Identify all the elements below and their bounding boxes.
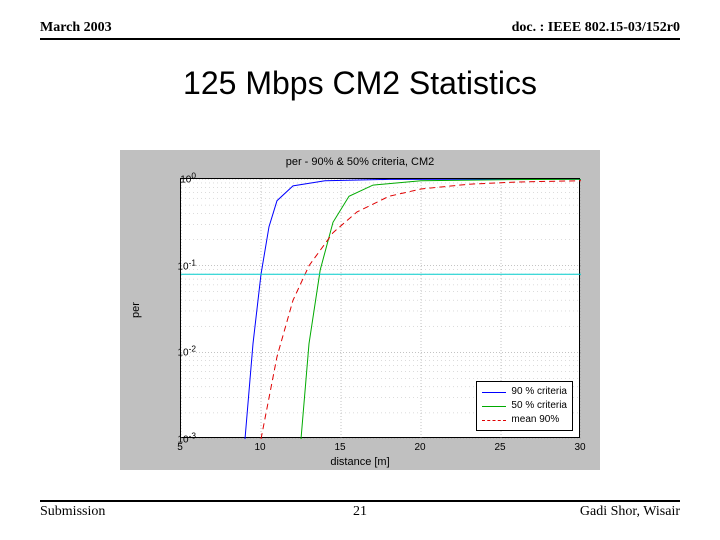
chart-legend: 90 % criteria50 % criteriamean 90%	[476, 381, 573, 431]
ytick-label: 10-1	[177, 257, 196, 272]
legend-label: 50 % criteria	[511, 399, 567, 413]
header-docnum: doc. : IEEE 802.15-03/152r0	[512, 20, 680, 36]
ytick-label: 100	[180, 170, 196, 185]
header-date: March 2003	[40, 20, 112, 36]
chart-xlabel: distance [m]	[120, 456, 600, 468]
plot-area: 90 % criteria50 % criteriamean 90%	[180, 178, 580, 438]
chart: per - 90% & 50% criteria, CM2 per distan…	[120, 150, 600, 470]
footer-pagenum: 21	[353, 504, 367, 520]
legend-item: mean 90%	[482, 413, 567, 427]
legend-label: mean 90%	[511, 413, 559, 427]
legend-label: 90 % criteria	[511, 385, 567, 399]
ytick-label: 10-2	[177, 344, 196, 359]
legend-swatch	[482, 392, 506, 393]
xtick-label: 25	[494, 442, 505, 453]
slide-header: March 2003 doc. : IEEE 802.15-03/152r0	[40, 20, 680, 40]
page-title: 125 Mbps CM2 Statistics	[0, 65, 720, 102]
xtick-label: 30	[574, 442, 585, 453]
footer-right: Gadi Shor, Wisair	[580, 504, 680, 520]
xtick-label: 20	[414, 442, 425, 453]
legend-swatch	[482, 406, 506, 407]
legend-item: 50 % criteria	[482, 399, 567, 413]
ytick-label: 10-3	[177, 430, 196, 445]
chart-title: per - 90% & 50% criteria, CM2	[120, 156, 600, 168]
xtick-label: 15	[334, 442, 345, 453]
xtick-label: 10	[254, 442, 265, 453]
legend-swatch	[482, 420, 506, 421]
slide-footer: Submission 21 Gadi Shor, Wisair	[40, 500, 680, 520]
chart-ylabel: per	[130, 302, 142, 318]
footer-left: Submission	[40, 504, 105, 520]
legend-item: 90 % criteria	[482, 385, 567, 399]
